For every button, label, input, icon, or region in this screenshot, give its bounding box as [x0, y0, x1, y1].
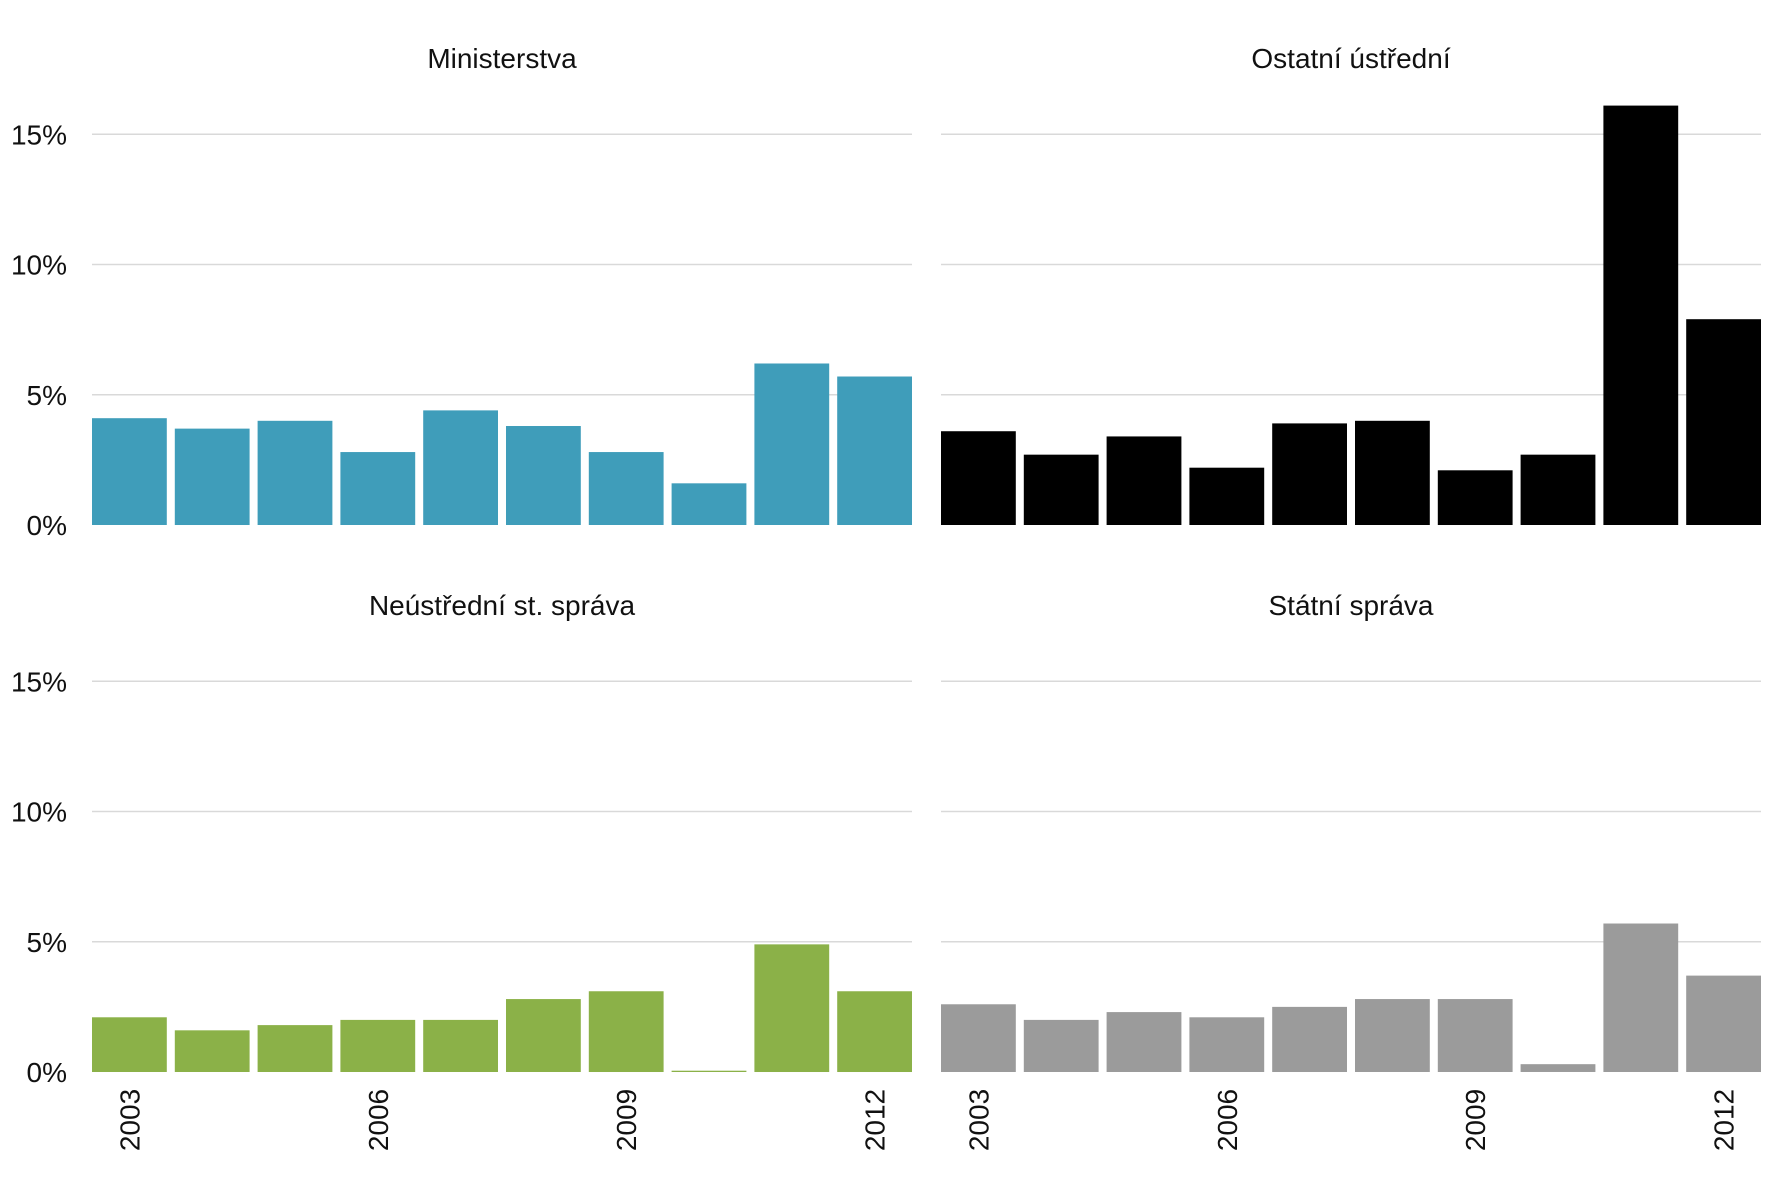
bar [837, 991, 912, 1073]
bar [1023, 1019, 1099, 1072]
bar [754, 944, 830, 1073]
bar [174, 428, 250, 526]
x-tick-label: 2009 [1460, 1089, 1491, 1151]
bar [1686, 975, 1761, 1073]
bar [671, 1070, 747, 1072]
y-tick-label: 10% [11, 797, 67, 828]
y-tick-label: 15% [11, 666, 67, 697]
y-tick-label: 10% [11, 250, 67, 281]
bar [257, 1025, 333, 1072]
bar [588, 991, 664, 1073]
facet-title: Státní správa [1269, 590, 1434, 621]
bar [754, 363, 830, 525]
x-tick-label: 2012 [1709, 1089, 1740, 1151]
bar [1189, 1017, 1265, 1072]
bar [92, 418, 167, 525]
bar [1437, 999, 1513, 1072]
bar [1603, 923, 1679, 1072]
facet-panel: Ostatní ústřední [941, 43, 1761, 526]
x-tick-label: 2006 [363, 1089, 394, 1151]
bar [423, 1019, 498, 1072]
y-tick-label: 5% [27, 380, 67, 411]
y-tick-label: 0% [27, 510, 67, 541]
y-tick-label: 15% [11, 119, 67, 150]
bar [506, 426, 581, 525]
facet-title: Ministerstva [427, 43, 577, 74]
bar [588, 452, 664, 525]
facet-panel: Státní správa 2003 2006 2009 2012 [941, 590, 1761, 1151]
bar [174, 1030, 250, 1072]
bar [1189, 467, 1265, 525]
y-tick-label: 5% [27, 927, 67, 958]
y-tick-label: 0% [27, 1057, 67, 1088]
bar [1520, 1064, 1596, 1072]
bar [1686, 319, 1761, 525]
x-tick-label: 2003 [114, 1089, 145, 1151]
facet-panel: Ministerstva 0% 5% 10% 15% [11, 43, 912, 541]
facet-title: Ostatní ústřední [1251, 43, 1450, 74]
bar [1272, 423, 1347, 525]
x-tick-label: 2012 [860, 1089, 891, 1151]
bar [1023, 454, 1099, 525]
bar [941, 431, 1016, 525]
bar [1603, 105, 1679, 525]
bar [1355, 420, 1430, 525]
bar [257, 420, 333, 525]
bar [423, 410, 498, 525]
bar [92, 1017, 167, 1072]
bar [1106, 436, 1182, 525]
bar [340, 452, 416, 525]
x-tick-label: 2006 [1212, 1089, 1243, 1151]
facet-title: Neústřední st. správa [369, 590, 636, 621]
bar [1437, 470, 1513, 526]
bar [506, 999, 581, 1072]
x-tick-label: 2009 [611, 1089, 642, 1151]
bar [1106, 1012, 1182, 1072]
bar [1520, 454, 1596, 525]
bar [1272, 1006, 1347, 1073]
bar [837, 376, 912, 525]
bar [941, 1004, 1016, 1072]
bar [671, 483, 747, 525]
bar [1355, 999, 1430, 1072]
bar [340, 1019, 416, 1072]
x-tick-label: 2003 [963, 1089, 994, 1151]
facet-panel: Neústřední st. správa 0% 5% 10% 15% 2003 2006 2… [11, 590, 912, 1151]
